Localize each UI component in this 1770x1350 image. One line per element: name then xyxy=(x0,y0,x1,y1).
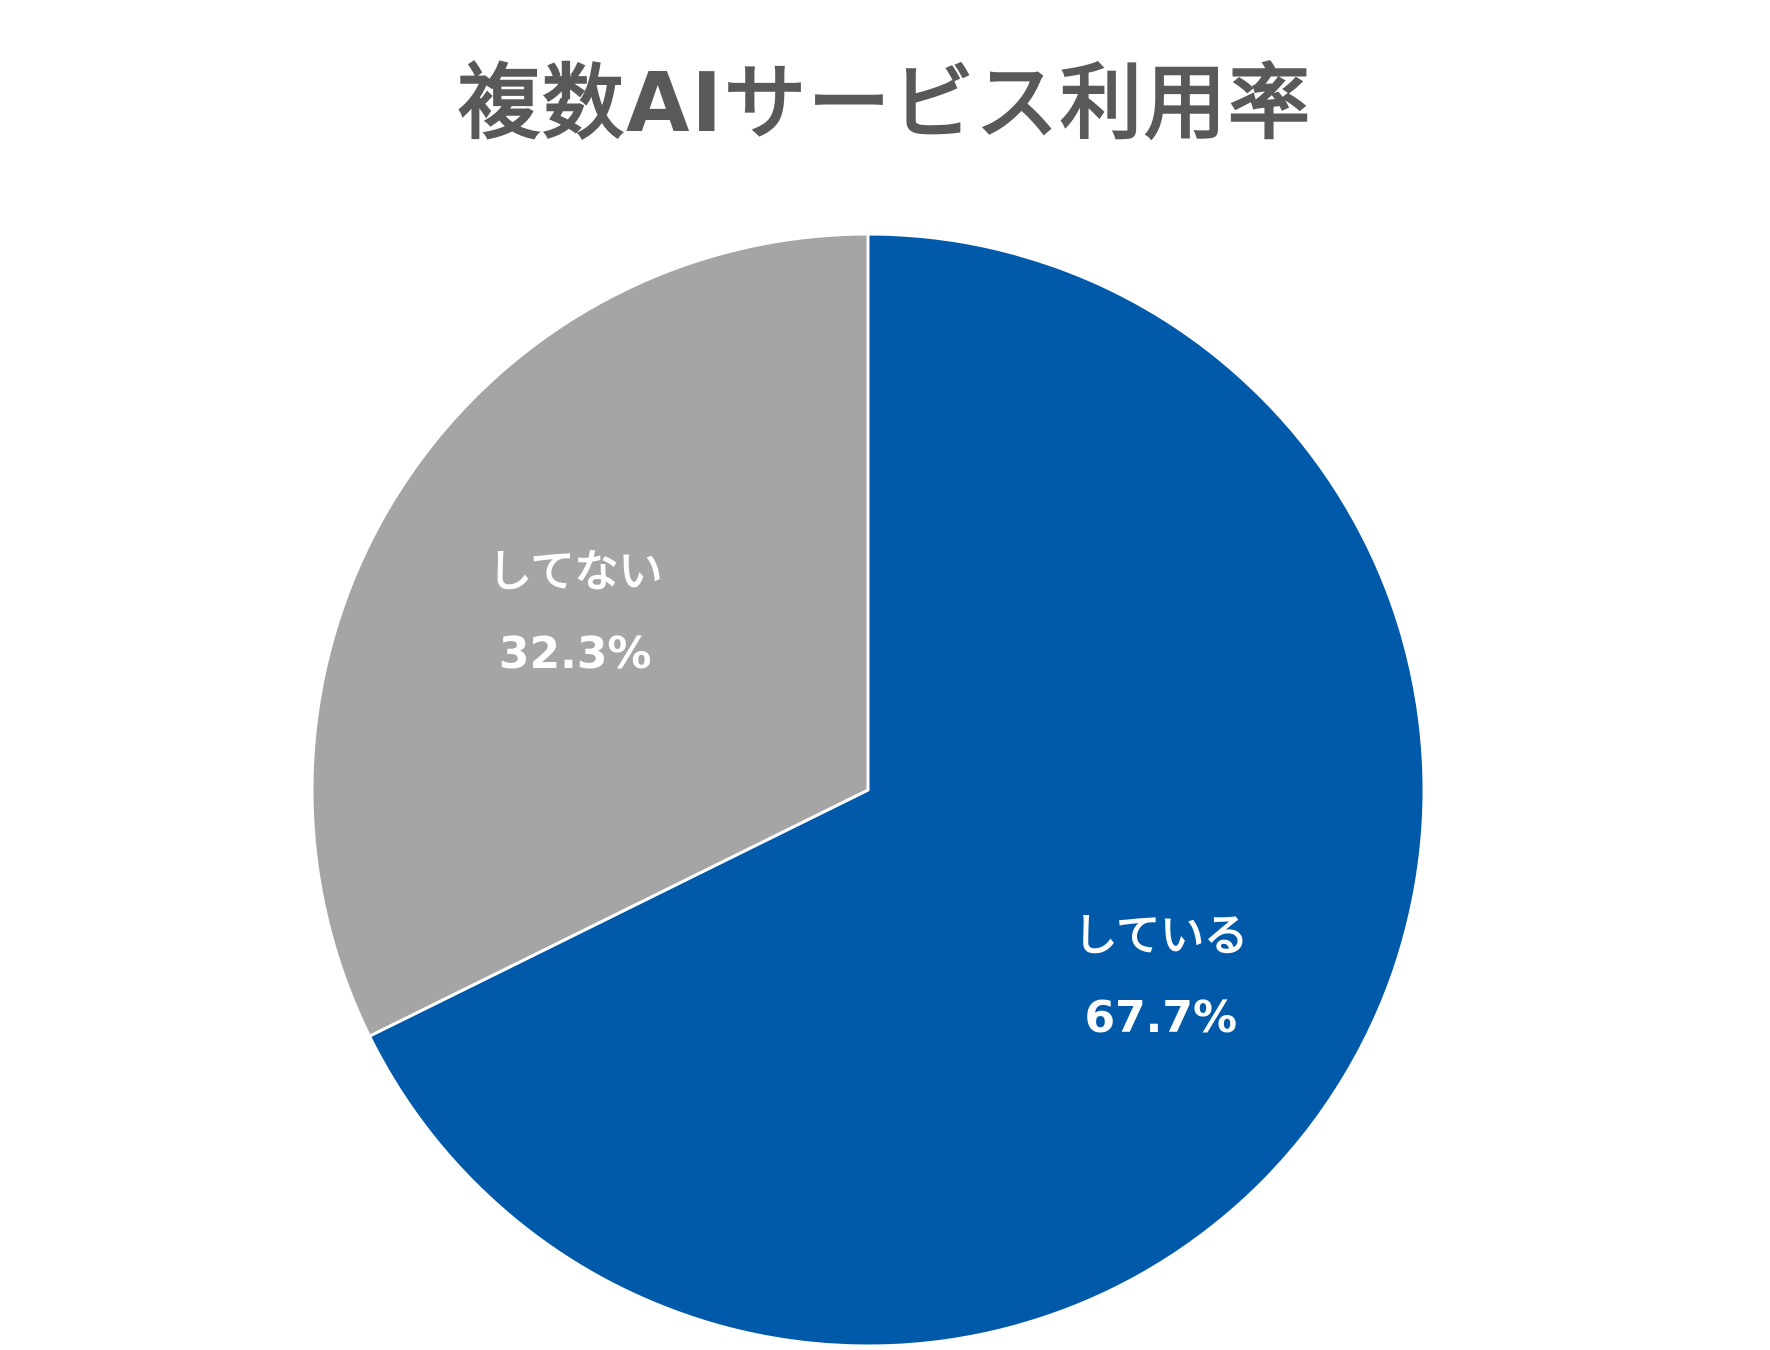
pie-slice-2 xyxy=(310,232,870,1038)
slice-category-label: している xyxy=(1073,910,1248,961)
slice-value-label: 32.3% xyxy=(499,628,652,679)
slice-category-label: してない xyxy=(488,546,663,597)
pie-slice-1 xyxy=(367,232,1426,1348)
slice-value-label: 67.7% xyxy=(1084,992,1237,1043)
pie-labels: している 67.7% してない 32.3% xyxy=(488,546,1248,1043)
pie-slices xyxy=(310,232,1426,1348)
chart-title: 複数AIサービス利用率 xyxy=(458,56,1312,151)
